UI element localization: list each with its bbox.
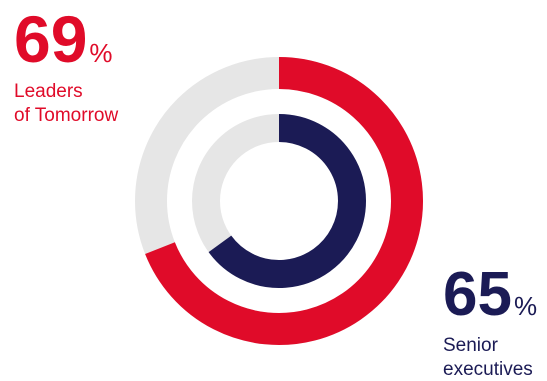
stat-value: 65 [443,260,512,329]
stat-label: Senior executives [443,334,537,381]
stat-unit: % [89,38,113,68]
outer-ring-arc-leaders [145,57,423,345]
stat-label-line: Senior [443,335,498,356]
stat-label: Leaders of Tomorrow [14,80,118,128]
stat-value-line: 65% [443,264,537,326]
stat-leaders-of-tomorrow: 69% Leaders of Tomorrow [14,6,118,128]
stat-label-line: executives [443,359,533,380]
stat-value: 69 [14,2,88,76]
stat-unit: % [513,291,538,321]
stat-value-line: 69% [14,6,118,72]
stat-label-line: Leaders [14,81,83,102]
stat-senior-executives: 65% Senior executives [443,264,537,381]
inner-ring-arc-senior [208,114,366,288]
stat-label-line: of Tomorrow [14,105,119,126]
